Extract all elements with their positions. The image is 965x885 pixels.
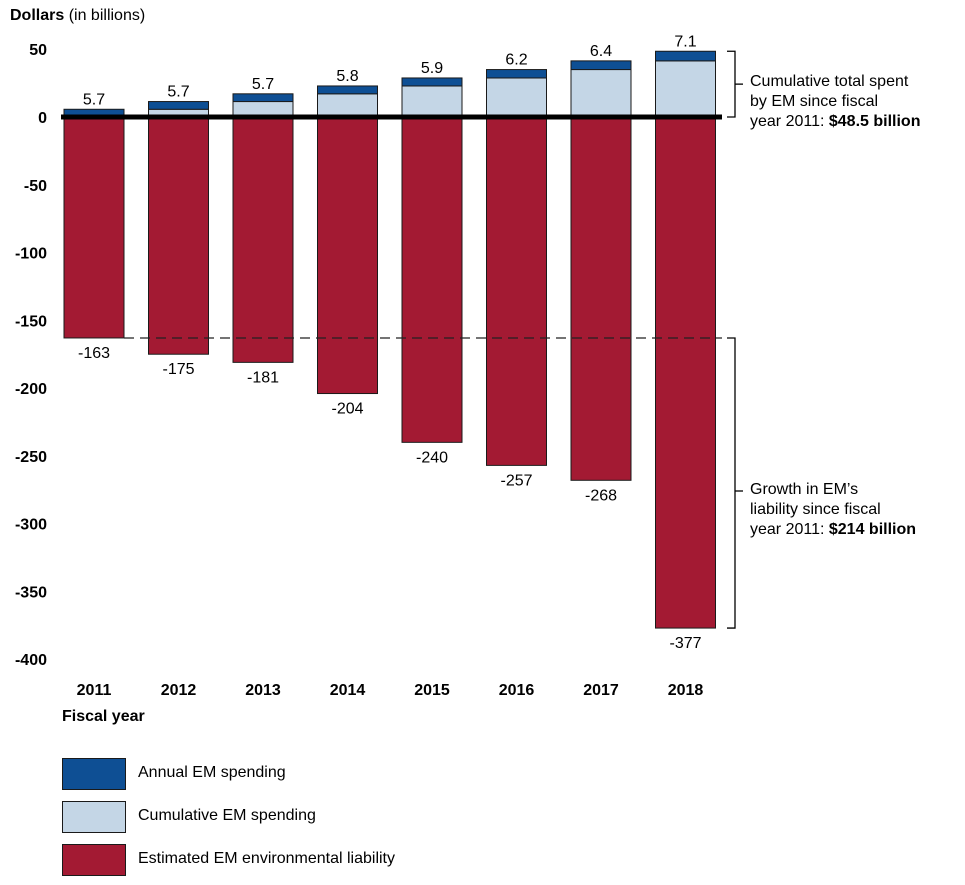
annotation-spent-line1: Cumulative total spent xyxy=(750,73,909,90)
data-label-liability-2016: -257 xyxy=(500,472,532,489)
bar-annual-2017 xyxy=(570,60,632,71)
data-label-liability-2013: -181 xyxy=(247,369,279,386)
data-labels-layer: 5.7 -163 5.7 -175 5.7 -181 5.8 -204 5.9 -240 6.2 -2… xyxy=(78,33,702,652)
data-label-annual-2012: 5.7 xyxy=(167,84,189,101)
annotation-spent-line2: by EM since fiscal xyxy=(750,93,879,110)
data-label-liability-2017: -268 xyxy=(585,487,617,504)
y-tick-50: 50 xyxy=(29,42,47,59)
y-tick--250: -250 xyxy=(15,449,47,466)
legend-swatch-liability xyxy=(62,844,126,876)
data-label-annual-2016: 6.2 xyxy=(505,52,527,69)
y-tick--200: -200 xyxy=(15,381,47,398)
data-label-annual-2011: 5.7 xyxy=(83,91,105,108)
annotation-cumulative-spent: Cumulative total spent by EM since fisca… xyxy=(750,72,920,132)
bracket-liability-growth xyxy=(727,337,736,629)
x-tick-2017: 2017 xyxy=(583,682,619,699)
y-axis-title: Dollars (in billions) xyxy=(10,7,145,25)
x-tick-2018: 2018 xyxy=(668,682,704,699)
bars-layer xyxy=(63,50,716,629)
x-tick-2014: 2014 xyxy=(330,682,366,699)
x-tick-2012: 2012 xyxy=(161,682,197,699)
bar-annual-2013 xyxy=(232,93,294,103)
x-tick-2011: 2011 xyxy=(77,682,112,699)
x-tick-2013: 2013 xyxy=(245,682,281,699)
reference-layer xyxy=(61,114,722,339)
x-tick-2016: 2016 xyxy=(499,682,535,699)
bar-cumulative-2017 xyxy=(570,69,632,118)
data-label-liability-2012: -175 xyxy=(162,361,194,378)
y-ticks-layer: 50 0 -50 -100 -150 -200 -250 -300 -350 -400 xyxy=(15,42,47,669)
y-tick--400: -400 xyxy=(15,652,47,669)
data-label-liability-2014: -204 xyxy=(331,401,363,418)
bar-liability-2012 xyxy=(148,116,209,355)
data-label-liability-2011: -163 xyxy=(78,345,110,362)
bar-liability-2016 xyxy=(486,116,547,466)
bar-annual-2015 xyxy=(401,77,463,87)
annotation-liability-growth: Growth in EM’s liability since fiscal ye… xyxy=(750,480,916,540)
bar-cumulative-2018 xyxy=(655,60,716,118)
annotation-spent-value: $48.5 billion xyxy=(828,113,921,130)
bar-liability-2013 xyxy=(232,116,294,363)
bar-cumulative-2016 xyxy=(486,77,547,118)
annotation-growth-value: $214 billion xyxy=(828,521,917,538)
bar-liability-2017 xyxy=(570,116,632,481)
legend-swatch-cumulative xyxy=(62,801,126,833)
bar-liability-2014 xyxy=(317,116,378,395)
data-label-annual-2013: 5.7 xyxy=(252,76,274,93)
bar-liability-2015 xyxy=(401,116,463,443)
y-axis-title-bold: Dollars xyxy=(10,7,65,24)
data-label-liability-2015: -240 xyxy=(416,449,448,466)
legend-label-annual: Annual EM spending xyxy=(138,764,286,781)
y-tick--50: -50 xyxy=(24,178,47,195)
x-axis-title: Fiscal year xyxy=(62,708,145,725)
data-label-annual-2014: 5.8 xyxy=(336,68,358,85)
y-tick--150: -150 xyxy=(15,313,47,330)
bar-annual-2014 xyxy=(317,85,378,95)
bar-annual-2012 xyxy=(148,101,209,110)
y-tick-0: 0 xyxy=(38,110,47,127)
annotation-growth-line3: year 2011: $214 billion xyxy=(750,520,916,540)
annotation-spent-prefix: year 2011: xyxy=(750,113,829,130)
data-label-annual-2015: 5.9 xyxy=(421,60,443,77)
y-axis-title-units: (in billions) xyxy=(68,7,146,24)
data-label-annual-2018: 7.1 xyxy=(674,33,696,50)
legend-label-cumulative: Cumulative EM spending xyxy=(138,807,316,824)
data-label-annual-2017: 6.4 xyxy=(590,43,612,60)
bracket-cumulative-spent xyxy=(727,50,736,118)
bar-annual-2016 xyxy=(486,69,547,79)
x-tick-2015: 2015 xyxy=(414,682,450,699)
data-label-liability-2018: -377 xyxy=(669,635,701,652)
bar-cumulative-2014 xyxy=(317,93,378,118)
y-tick--100: -100 xyxy=(15,246,47,263)
annotation-growth-prefix: year 2011: xyxy=(750,521,829,538)
brackets-layer xyxy=(727,50,743,629)
annotation-growth-line2: liability since fiscal xyxy=(750,501,881,518)
annotation-growth-line1: Growth in EM’s xyxy=(750,481,859,498)
annotation-spent-line3: year 2011: $48.5 billion xyxy=(750,112,920,132)
y-tick--300: -300 xyxy=(15,517,47,534)
bar-liability-2018 xyxy=(655,116,716,629)
bar-cumulative-2015 xyxy=(401,85,463,118)
legend-swatch-annual xyxy=(62,758,126,790)
x-ticks-layer: 2011 2012 2013 2014 2015 2016 2017 2018 xyxy=(77,682,704,699)
bar-annual-2018 xyxy=(655,50,716,62)
bar-liability-2011 xyxy=(63,116,125,339)
legend-label-liability: Estimated EM environmental liability xyxy=(138,850,395,867)
y-tick--350: -350 xyxy=(15,584,47,601)
